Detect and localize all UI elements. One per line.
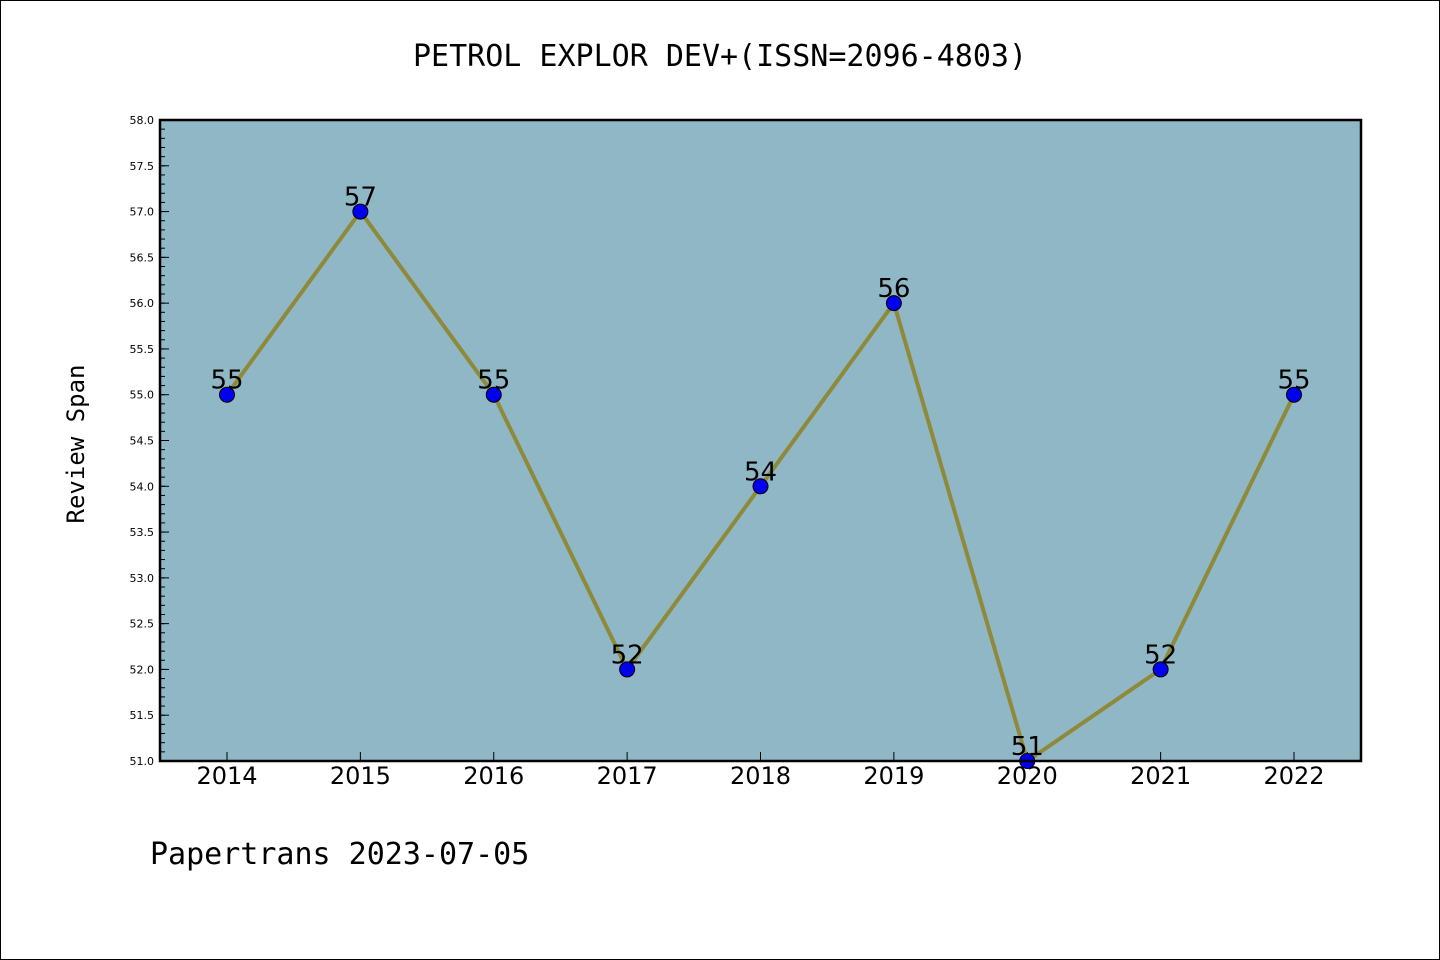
data-point-marker [352, 203, 369, 220]
data-label: 55 [477, 366, 510, 396]
x-tick-label: 2016 [463, 762, 524, 790]
y-tick-label: 52.0 [130, 663, 155, 676]
y-axis: 51.0 51.5 52.0 52.5 53.0 53.5 54.0 54.5 55.0 55.5… [130, 114, 169, 768]
x-tick-label: 2022 [1263, 762, 1324, 790]
data-label: 52 [611, 640, 644, 670]
y-tick-label: 53.0 [130, 572, 155, 585]
y-tick-label: 58.0 [130, 114, 155, 127]
data-point-marker [752, 478, 769, 495]
y-tick-label: 54.0 [130, 480, 155, 493]
data-point-marker [219, 386, 235, 403]
data-label: 57 [344, 183, 377, 213]
data-labels: 55 57 55 52 54 56 51 52 55 [210, 183, 1310, 762]
data-label: 52 [1144, 640, 1177, 670]
y-tick-label: 52.5 [130, 618, 155, 631]
x-tick-label: 2014 [196, 762, 257, 790]
y-tick-label: 55.0 [130, 389, 155, 402]
y-tick-label: 51.5 [130, 709, 155, 722]
y-tick-label: 57.0 [130, 206, 155, 219]
x-tick-label: 2019 [863, 762, 924, 790]
data-label: 51 [1011, 732, 1044, 762]
data-label: 55 [1277, 366, 1310, 396]
x-tick-label: 2015 [330, 762, 391, 790]
y-tick-label: 54.5 [130, 435, 155, 448]
data-label: 54 [744, 457, 777, 487]
chart-title: PETROL EXPLOR DEV+(ISSN=2096-4803) [413, 39, 1027, 74]
y-tick-label: 56.0 [130, 297, 155, 310]
y-tick-label: 51.0 [130, 755, 155, 768]
plot-border [158, 118, 1363, 763]
data-point-marker [485, 386, 502, 403]
y-tick-label: 57.5 [130, 160, 155, 173]
data-label: 56 [877, 274, 910, 304]
y-axis-label: Review Span [62, 365, 90, 524]
data-markers [219, 203, 1302, 769]
data-point-marker [885, 295, 902, 312]
y-tick-label: 53.5 [130, 526, 155, 539]
y-tick-label: 56.5 [130, 251, 155, 264]
footer-credit: Papertrans 2023-07-05 [150, 837, 529, 872]
x-tick-label: 2018 [730, 762, 791, 790]
x-tick-label: 2021 [1130, 762, 1191, 790]
x-tick-label: 2017 [597, 762, 658, 790]
plot-area [160, 120, 1361, 761]
y-tick-label: 55.5 [130, 343, 155, 356]
data-point-marker [1286, 386, 1302, 403]
data-point-marker [619, 661, 636, 678]
data-point-marker [1152, 661, 1169, 678]
data-label: 55 [210, 366, 243, 396]
x-axis: 2014 2015 2016 2017 2018 2019 2020 2021 2022 [196, 752, 1325, 790]
